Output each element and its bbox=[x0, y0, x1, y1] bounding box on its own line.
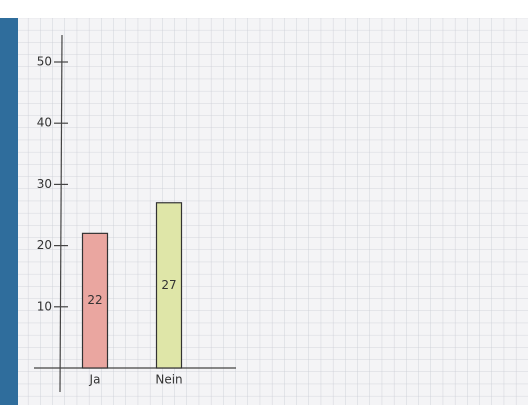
paper-grid bbox=[0, 18, 528, 405]
y-axis bbox=[59, 34, 63, 393]
y-tick-label: 50 bbox=[37, 55, 52, 69]
y-tick-label: 40 bbox=[37, 116, 52, 130]
y-tick-label: 30 bbox=[37, 177, 52, 191]
data-label: 27 bbox=[161, 278, 176, 292]
data-label: 22 bbox=[87, 293, 102, 307]
binder-edge bbox=[0, 18, 18, 405]
x-tick-label: Nein bbox=[155, 373, 182, 387]
y-tick-label: 10 bbox=[37, 299, 52, 313]
x-tick-label: Ja bbox=[89, 373, 101, 387]
bar bbox=[155, 202, 183, 369]
y-tick-label: 20 bbox=[37, 238, 52, 252]
bar bbox=[81, 232, 109, 369]
top-strip bbox=[0, 0, 528, 18]
